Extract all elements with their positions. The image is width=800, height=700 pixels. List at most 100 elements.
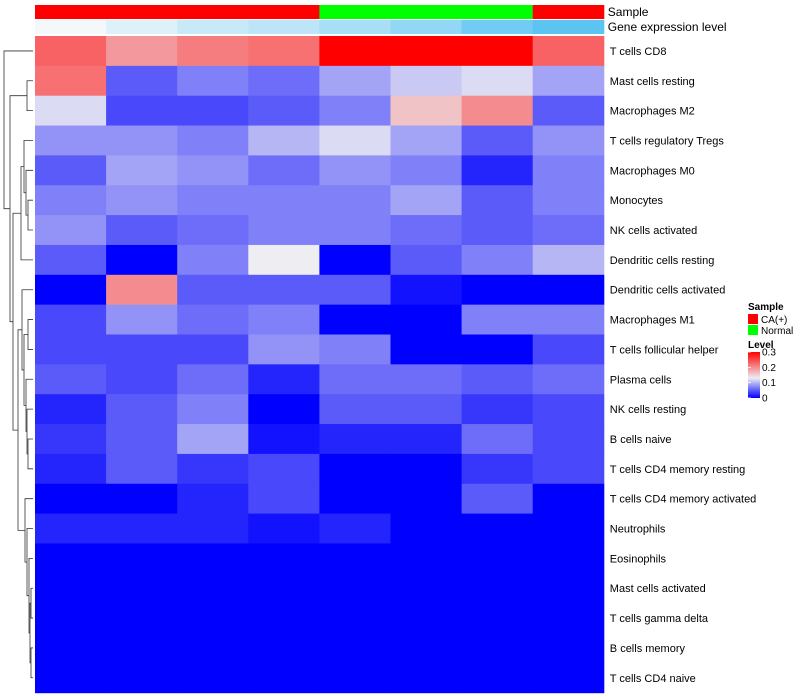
heatmap-cell [248, 36, 320, 67]
heatmap-cell [177, 573, 249, 604]
heatmap-cell [35, 543, 107, 574]
heatmap-cell [319, 483, 391, 515]
heatmap-cell [106, 543, 178, 574]
heatmap-cell [177, 453, 249, 485]
heatmap-cell [177, 185, 249, 216]
sample-annotation-cell [177, 5, 249, 19]
heatmap-cell [106, 95, 178, 127]
heatmap-cell [35, 244, 107, 276]
row-label: B cells naive [610, 434, 672, 446]
legend-tick-label: 0 [762, 394, 768, 405]
heatmap-cell [177, 304, 249, 335]
legend-tick-label: 0.3 [762, 348, 776, 359]
legend-tick-label: 0.1 [762, 378, 776, 389]
heatmap-cell [319, 95, 391, 127]
dendrogram-branch [23, 140, 33, 194]
heatmap-cell [390, 244, 463, 276]
expression-annotation-cell [35, 20, 107, 34]
heatmap-cell [177, 543, 249, 574]
heatmap-cell [106, 513, 178, 544]
expression-annotation-cell [461, 20, 534, 34]
heatmap-cell [532, 274, 605, 306]
heatmap-cell [35, 633, 107, 664]
heatmap-cell [461, 424, 534, 455]
heatmap-cell [461, 304, 534, 335]
row-label: T cells CD4 naive [610, 673, 696, 685]
heatmap-cell [177, 65, 249, 97]
heatmap-cell [532, 304, 605, 335]
heatmap-cell [390, 274, 463, 306]
legend-level-ticks: 0 0.1 0.2 0.3 [748, 348, 776, 405]
heatmap-cell [35, 155, 107, 186]
heatmap-cell [532, 543, 605, 574]
heatmap-cell [319, 334, 391, 365]
heatmap-cell [106, 424, 178, 455]
heatmap-cell [461, 633, 534, 664]
heatmap-cell [248, 95, 320, 127]
heatmap-cell [461, 95, 534, 127]
heatmap-cell [35, 424, 107, 455]
sample-annotation-bar [35, 5, 605, 19]
heatmap-cell [35, 334, 107, 365]
heatmap-cell [248, 543, 320, 574]
heatmap-cell [106, 334, 178, 365]
heatmap-cell [319, 633, 391, 664]
heatmap-cell [35, 36, 107, 67]
heatmap-cell [248, 424, 320, 455]
dendrogram-branch [27, 199, 33, 231]
heatmap-cell [248, 483, 320, 515]
row-dendrogram [3, 50, 33, 679]
heatmap-cell [461, 244, 534, 276]
heatmap-cell [319, 424, 391, 455]
row-label: Mast cells activated [610, 583, 706, 595]
row-label: Dendritic cells resting [610, 255, 715, 267]
heatmap-cell [461, 573, 534, 604]
heatmap-cell [461, 513, 534, 544]
dendrogram-branch [30, 587, 33, 619]
heatmap-cell [35, 573, 107, 604]
heatmap-cell [177, 95, 249, 127]
heatmap-cell [390, 65, 463, 97]
heatmap-cell [461, 125, 534, 156]
heatmap-cell [532, 364, 605, 395]
heatmap-cell [461, 543, 534, 574]
heatmap-cell [248, 453, 320, 485]
sample-annotation-cell [319, 5, 391, 19]
sample-annotation-cell [35, 5, 107, 19]
expression-annotation-cell [390, 20, 463, 34]
dendrogram-branch [25, 169, 33, 216]
heatmap-cell [177, 36, 249, 67]
row-label: NK cells resting [610, 404, 686, 416]
sample-annotation-cell [390, 5, 463, 19]
heatmap-cell [177, 244, 249, 276]
heatmap-cell [177, 424, 249, 455]
heatmap-cell [35, 185, 107, 216]
heatmap-cell [106, 453, 178, 485]
legend-level-gradient [748, 352, 760, 398]
heatmap-cell [532, 334, 605, 365]
expression-annotation-cell [319, 20, 391, 34]
expression-annotation-bar [35, 20, 605, 34]
heatmap-cell [390, 334, 463, 365]
heatmap-cell [532, 36, 605, 67]
heatmap-cell [177, 274, 249, 306]
heatmap-cell [319, 215, 391, 246]
heatmap-cell [177, 394, 249, 425]
row-label: Neutrophils [610, 524, 666, 536]
heatmap-cell [390, 483, 463, 515]
expression-annotation-cell [248, 20, 320, 34]
heatmap-cell [532, 244, 605, 276]
legend-sample-title: Sample [748, 302, 784, 313]
legend-sample-label: Normal [761, 326, 793, 337]
heatmap-cell [248, 125, 320, 156]
heatmap-cell [177, 215, 249, 246]
heatmap-cell [390, 36, 463, 67]
row-label: Dendritic cells activated [610, 285, 726, 297]
heatmap-cell [461, 36, 534, 67]
heatmap-cell [390, 394, 463, 425]
row-label: Monocytes [610, 195, 664, 207]
heatmap-cell [319, 125, 391, 156]
heatmap-cell [461, 603, 534, 634]
heatmap-cell [532, 424, 605, 455]
heatmap-cell [390, 573, 463, 604]
